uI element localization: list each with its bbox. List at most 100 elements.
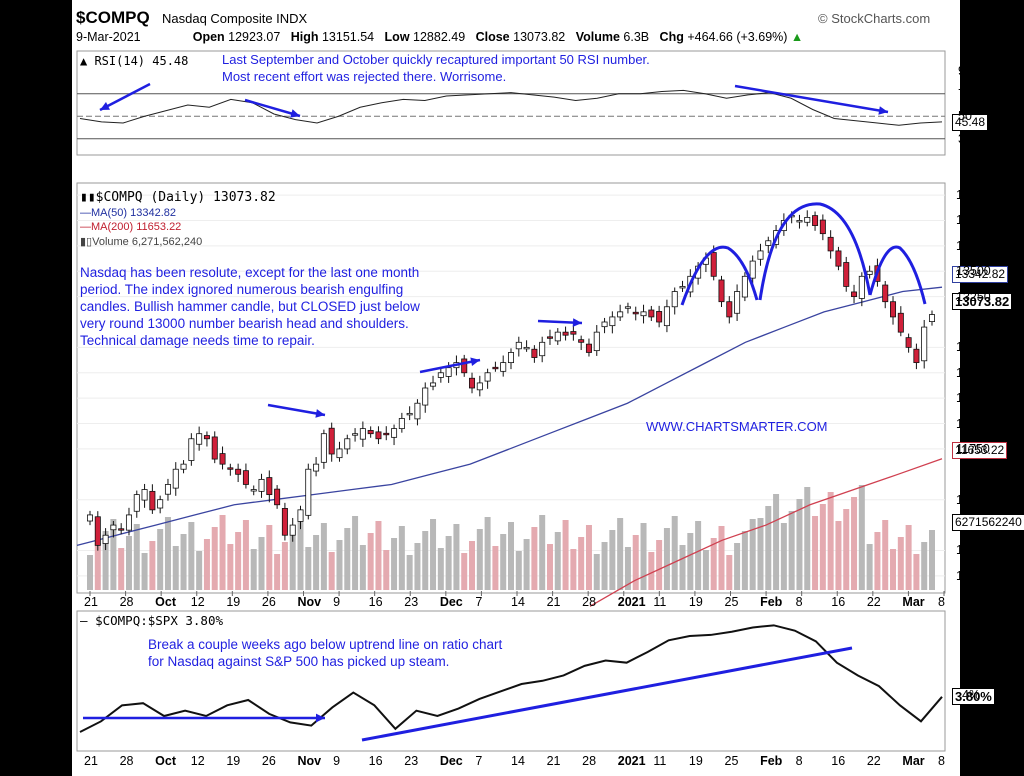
volume-bar — [843, 509, 850, 590]
candle-body — [585, 343, 592, 353]
volume-bar — [788, 511, 795, 590]
candle-body — [469, 377, 476, 389]
volume-bar — [266, 525, 273, 590]
candle-body — [617, 311, 624, 318]
volume-bar — [110, 519, 117, 590]
ratio-x-tick-label: 12 — [190, 754, 205, 768]
ratio-y-tick: 8% — [962, 645, 981, 659]
rsi-legend-text: RSI(14) 45.48 — [94, 54, 189, 68]
candle-body — [476, 382, 483, 391]
candle-body — [437, 372, 444, 378]
ratio-x-tick-label: Dec — [439, 754, 463, 768]
price-y-tick: 12000 — [956, 416, 991, 431]
volume-bar — [367, 533, 374, 590]
open-label: Open — [192, 30, 225, 44]
ma200-line — [589, 458, 943, 607]
price-y-tick: 13750 — [956, 238, 991, 253]
volume-bar — [102, 531, 109, 590]
x-tick-label: 14 — [511, 595, 525, 609]
candle-body — [87, 514, 94, 522]
ratio-legend: — $COMPQ:$SPX 3.80% — [80, 613, 223, 628]
candle-body — [180, 463, 187, 470]
volume-bar — [461, 553, 468, 590]
ratio-x-tick-label: Mar — [902, 754, 925, 768]
x-tick-label: 16 — [831, 595, 846, 609]
candle-body — [632, 311, 639, 315]
volume-bar — [352, 516, 359, 590]
candle-body — [593, 331, 600, 352]
main-annotation-line: period. The index ignored numerous beari… — [80, 282, 404, 297]
candle-body — [741, 275, 748, 298]
x-tick-label: 16 — [368, 595, 383, 609]
rsi-y-tick: 30 — [958, 131, 972, 146]
candle-body — [734, 291, 741, 314]
x-tick-label: 23 — [404, 595, 419, 609]
x-tick-label: 21 — [546, 595, 561, 609]
candle-body — [804, 217, 811, 223]
candle-body — [890, 301, 897, 318]
ratio-y-tick: 6% — [962, 666, 981, 681]
volume-bar — [617, 518, 624, 590]
price-legend-text: $COMPQ (Daily) 13073.82 — [95, 190, 276, 205]
ratio-y-tick: 2% — [962, 709, 981, 723]
volume-bar — [671, 516, 678, 590]
rsi-arrow-middle-head — [290, 109, 300, 118]
candle-body — [305, 468, 312, 516]
low-value: 12882.49 — [413, 30, 466, 44]
ratio-annotation: Break a couple weeks ago below uptrend l… — [148, 636, 502, 670]
volume-bar — [437, 548, 444, 590]
ratio-x-tick-label: Feb — [760, 754, 783, 768]
up-triangle-icon: ▲ — [790, 30, 804, 44]
volume-bar — [851, 497, 858, 590]
candle-body — [375, 431, 382, 440]
candlesticks — [87, 210, 936, 551]
ratio-x-tick-label: Oct — [155, 754, 176, 768]
price-y-tick: 11250 — [956, 492, 990, 507]
candle-body — [718, 279, 725, 303]
candle-body — [149, 490, 156, 511]
candle-body — [710, 252, 717, 277]
x-tick-label: 8 — [795, 595, 803, 609]
ratio-y-tick: 4% — [962, 687, 981, 702]
volume-bar — [765, 506, 772, 590]
main-annotation-line: Technical damage needs time to repair. — [80, 333, 315, 348]
volume-bar — [469, 541, 476, 590]
candle-body — [562, 331, 569, 336]
price-y-tick: 12500 — [956, 365, 991, 380]
ratio-x-tick-label: 2021 — [617, 754, 646, 768]
ratio-x-tick-label: 14 — [511, 754, 525, 768]
volume-bar — [164, 517, 171, 590]
ratio-x-tick-label: 16 — [368, 754, 383, 768]
x-tick-label: Dec — [439, 595, 463, 609]
x-tick-label: 2021 — [617, 595, 646, 609]
x-tick-label: 26 — [261, 595, 276, 609]
price-y-tick: 11750 — [956, 441, 990, 456]
price-y-tick: 13500 — [956, 264, 991, 279]
volume-bar — [593, 554, 600, 590]
price-arrow-late-dec-head — [572, 318, 582, 327]
candle-body — [827, 236, 834, 252]
volume-bar — [118, 548, 125, 590]
volume-bar — [250, 549, 257, 590]
candle-body — [297, 509, 304, 522]
volume-bar — [539, 515, 546, 590]
main-annotation-line: Nasdaq has been resolute, except for the… — [80, 265, 420, 280]
price-arrow-nov-head — [315, 409, 325, 418]
volume-bar — [391, 538, 398, 590]
price-arrow-dec — [419, 358, 481, 374]
volume-y-tick: 12.5B — [34, 455, 67, 469]
volume-bar — [734, 543, 741, 590]
volume-bar — [149, 541, 156, 590]
ratio-y-tick: 10% — [962, 623, 988, 638]
candle-body — [320, 433, 327, 463]
volume-bar — [313, 535, 320, 590]
ratio-x-tick-label: 21 — [84, 754, 98, 768]
ratio-x-tick-label: 19 — [226, 754, 241, 768]
candle-body — [211, 436, 218, 460]
rsi-arrow-middle — [244, 98, 301, 118]
volume-label: Volume — [575, 30, 620, 44]
rsi-arrow-left-head — [100, 101, 110, 110]
volume-bar — [656, 540, 663, 590]
rsi-arrow-right-head — [878, 106, 888, 115]
candle-body — [133, 494, 140, 512]
